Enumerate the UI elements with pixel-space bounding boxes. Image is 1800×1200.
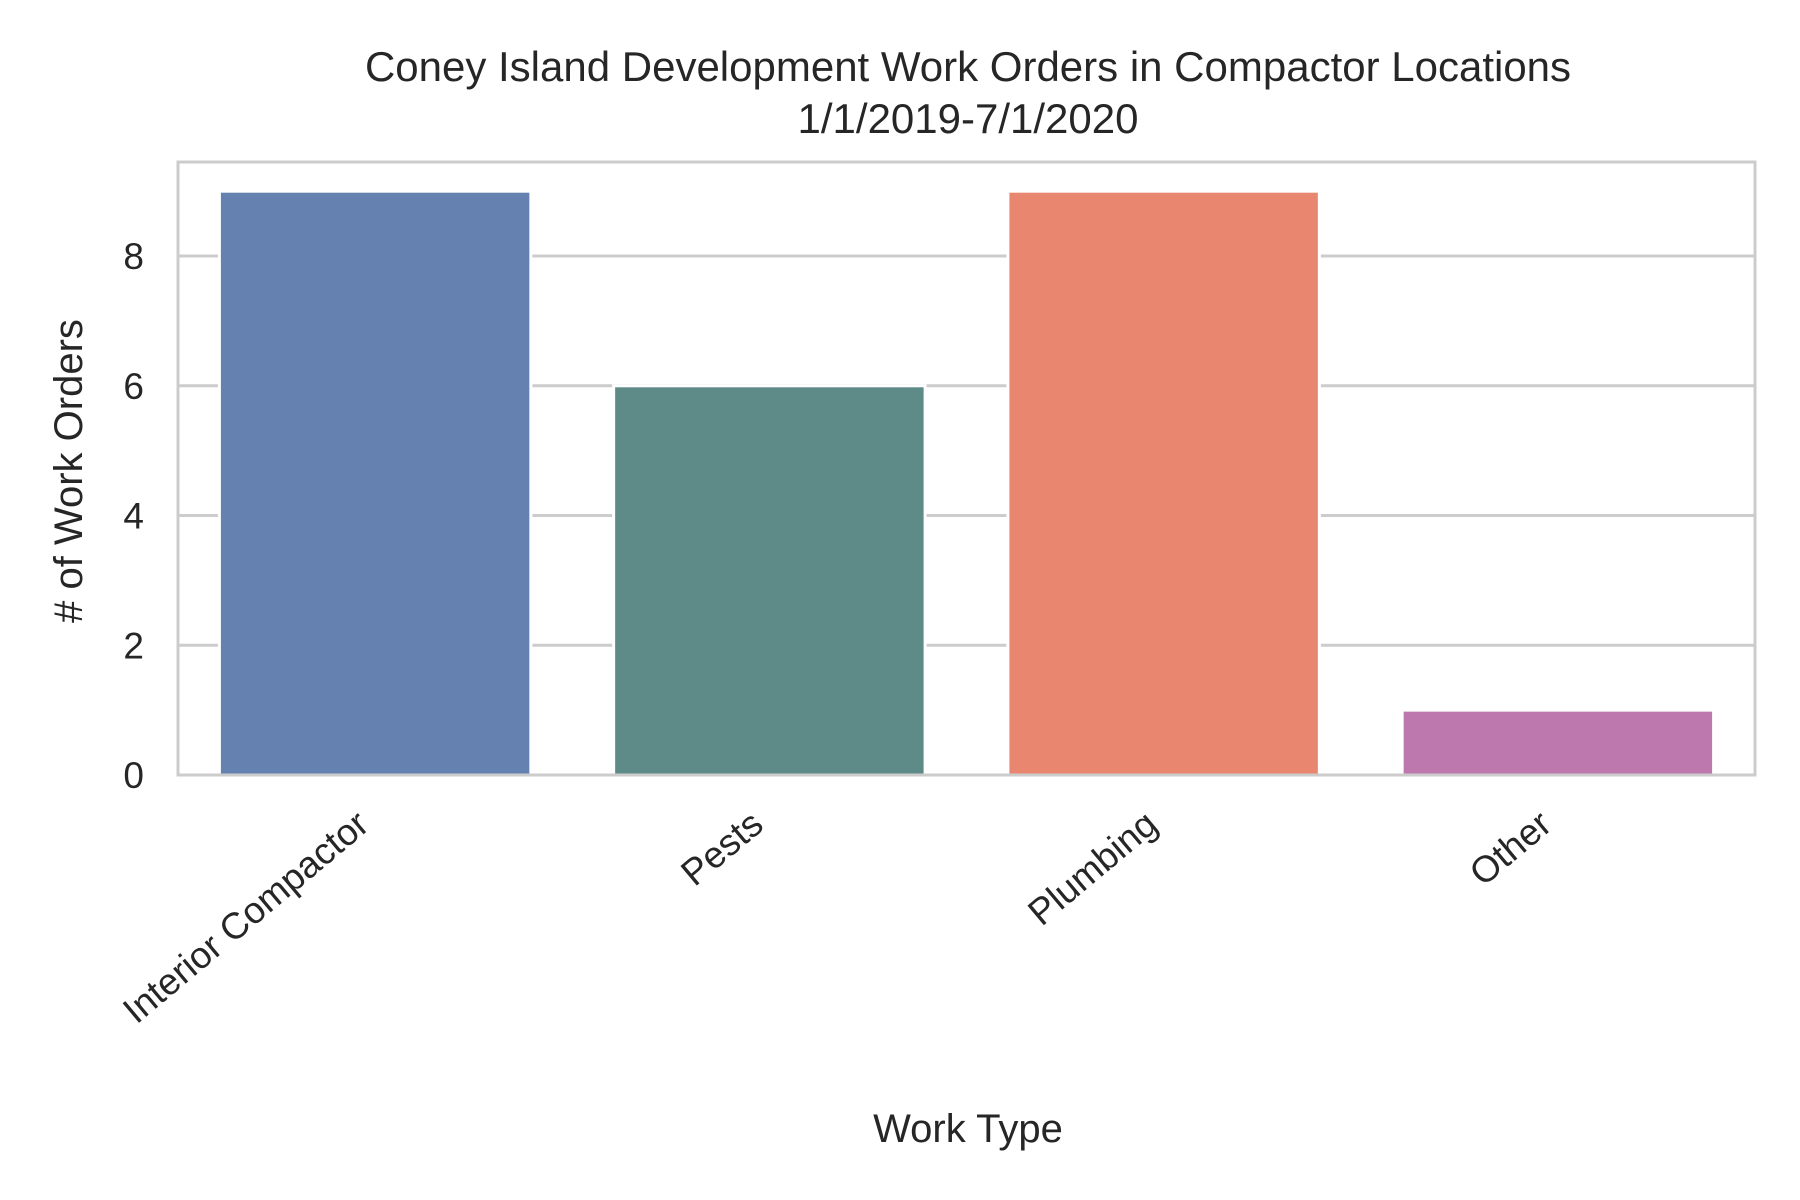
y-tick-label: 2 <box>123 625 144 666</box>
y-tick-label: 8 <box>123 236 144 277</box>
bars <box>217 189 1716 777</box>
y-axis-label: # of Work Orders <box>47 319 91 623</box>
y-tick-label: 0 <box>123 755 144 796</box>
bar-plumbing <box>1006 189 1321 777</box>
bar-interior-compactor <box>217 189 533 777</box>
bar-other <box>1400 708 1716 777</box>
chart-subtitle: 1/1/2019-7/1/2020 <box>798 95 1139 142</box>
y-tick-label: 4 <box>123 496 144 537</box>
chart-title: Coney Island Development Work Orders in … <box>365 43 1571 90</box>
plot-area <box>176 160 1757 777</box>
y-tick-label: 6 <box>123 366 144 407</box>
x-axis-label: Work Type <box>873 1107 1063 1151</box>
plot-frame <box>176 160 1757 777</box>
bar-pests <box>612 384 927 777</box>
y-axis-ticks: 0 2 4 6 8 <box>123 236 144 796</box>
